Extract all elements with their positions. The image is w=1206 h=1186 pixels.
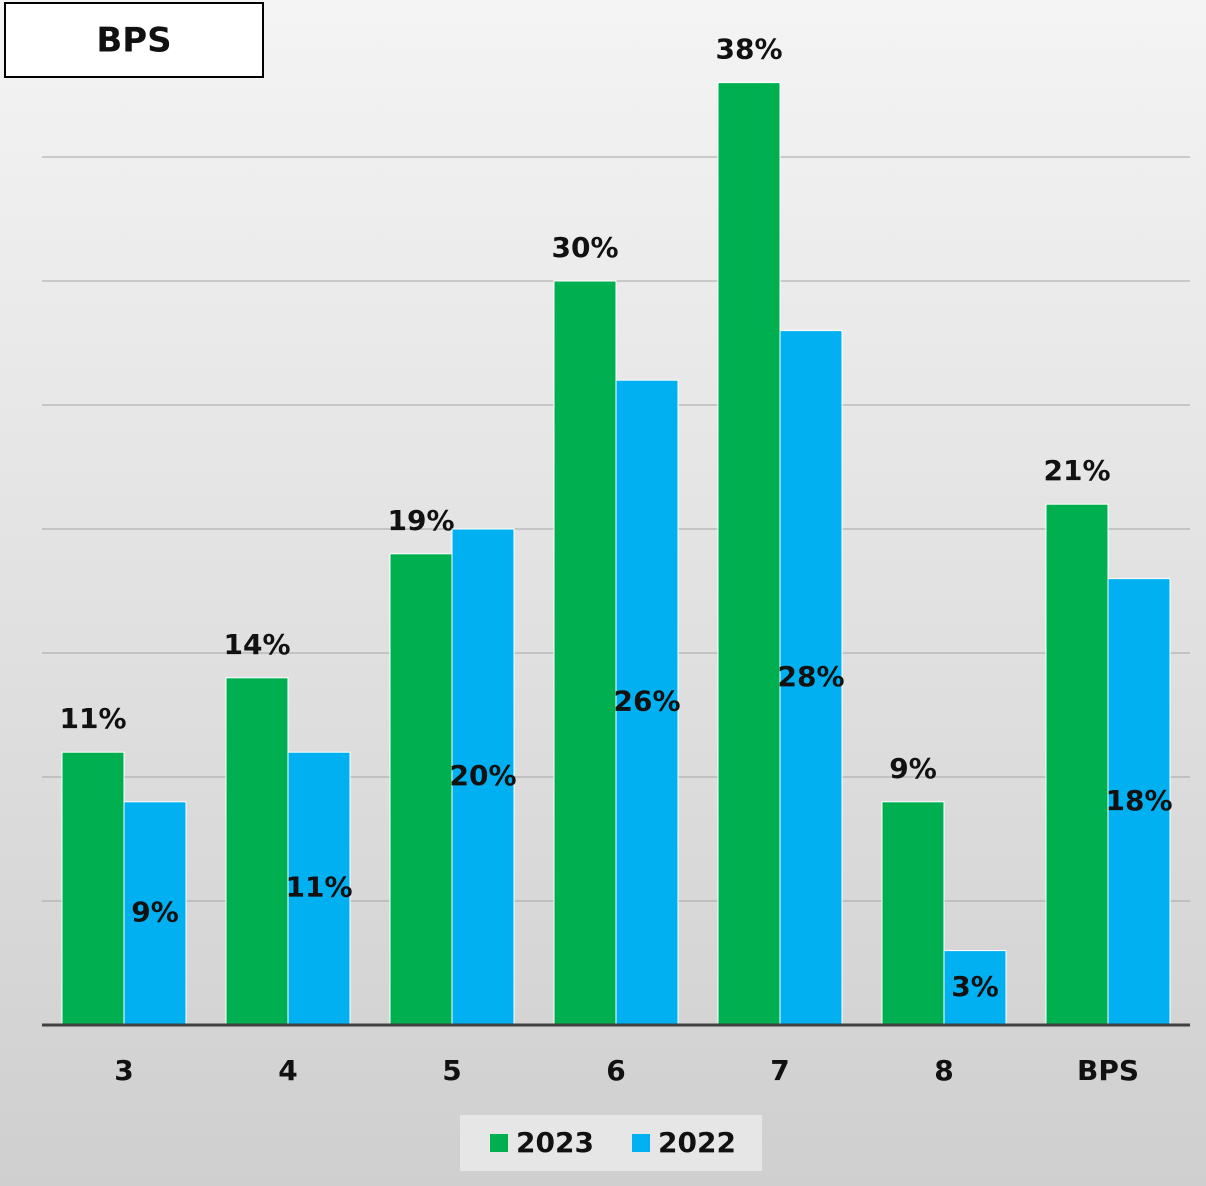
bar (779, 330, 843, 1026)
x-tick-label: 8 (934, 1054, 953, 1087)
data-label: 21% (1043, 454, 1110, 487)
bar (1107, 578, 1171, 1026)
legend-box (460, 1115, 762, 1171)
legend-swatch (632, 1134, 650, 1152)
x-tick-label: BPS (1077, 1054, 1139, 1087)
data-label: 28% (777, 660, 844, 693)
data-label: 20% (449, 759, 516, 792)
bar (123, 801, 187, 1026)
bar (287, 751, 351, 1026)
x-tick-label: 4 (278, 1054, 297, 1087)
x-tick-label: 3 (114, 1054, 133, 1087)
x-tick-label: 6 (606, 1054, 625, 1087)
data-label: 3% (951, 970, 999, 1003)
data-label: 18% (1105, 784, 1172, 817)
bar (1045, 503, 1109, 1026)
data-label: 9% (889, 752, 937, 785)
bar (451, 528, 515, 1026)
data-label: 38% (715, 33, 782, 66)
data-label: 14% (223, 628, 290, 661)
legend-swatch (490, 1134, 508, 1152)
x-tick-label: 7 (770, 1054, 789, 1087)
x-tick-label: 5 (442, 1054, 461, 1087)
data-label: 26% (613, 685, 680, 718)
bar (943, 950, 1007, 1026)
bar (389, 553, 453, 1026)
data-label: 9% (131, 895, 179, 928)
bar (615, 379, 679, 1026)
bar (881, 801, 945, 1026)
data-label: 30% (551, 231, 618, 264)
legend-label: 2022 (658, 1126, 736, 1159)
legend-label: 2023 (516, 1126, 594, 1159)
bar (717, 82, 781, 1026)
data-label: 11% (285, 871, 352, 904)
data-label: 19% (387, 504, 454, 537)
bar (553, 280, 617, 1026)
title-box (4, 2, 264, 78)
chart-title: BPS (96, 21, 171, 61)
bar (225, 677, 289, 1026)
data-label: 11% (59, 702, 126, 735)
bar (61, 751, 125, 1026)
